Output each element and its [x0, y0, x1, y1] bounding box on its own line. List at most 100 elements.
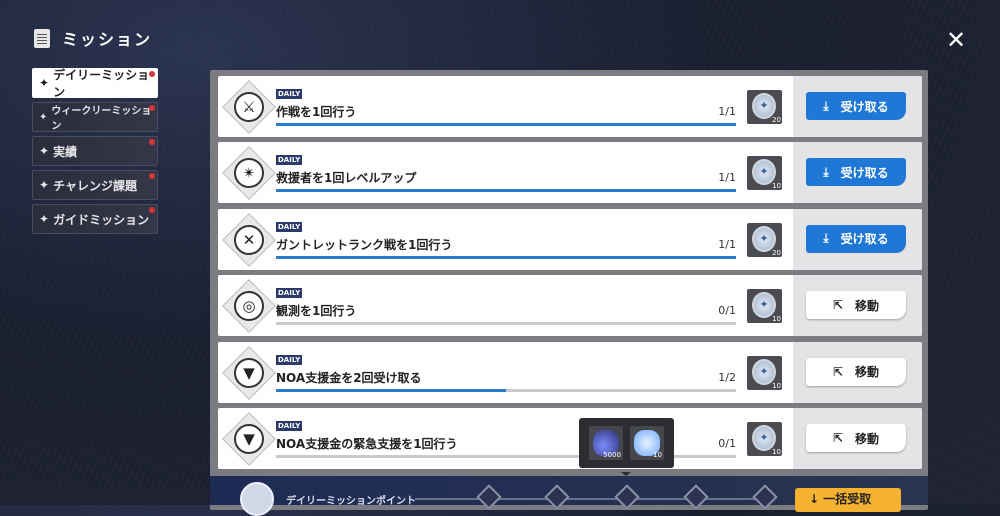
daily-badge: DAILY: [276, 288, 303, 299]
mission-progress-bar: [276, 388, 736, 392]
progress-fill: [276, 388, 506, 392]
download-icon: ⤓: [823, 164, 829, 179]
claim-button[interactable]: ⤓ 受け取る: [806, 224, 906, 253]
progress-fill: [276, 255, 736, 259]
reward-item[interactable]: ✦ 10: [747, 156, 782, 191]
close-button[interactable]: ✕: [946, 26, 967, 54]
download-icon: ⤓: [823, 98, 829, 113]
mission-list-icon: [34, 28, 50, 48]
daily-badge: DAILY: [276, 221, 303, 232]
mission-progress-text: 1/1: [718, 237, 736, 251]
button-label: 受け取る: [840, 99, 889, 114]
daily-badge: DAILY: [276, 89, 303, 99]
reward-item[interactable]: ✦ 10: [747, 422, 782, 456]
sidebar-item[interactable]: ✦ ガイドミッション: [32, 204, 158, 234]
mission-row: ⚔ DAILY 作戦を1回行う 1/1 ✦ 20 ⤓ 受け取る: [218, 76, 922, 137]
sidebar-item[interactable]: ✦ デイリーミッション: [32, 68, 158, 99]
button-label: 受け取る: [840, 232, 889, 247]
claim-button[interactable]: ⤓ 受け取る: [806, 92, 906, 120]
mission-progress-bar: [276, 255, 736, 259]
sparkle-icon: ✦: [39, 76, 50, 90]
sidebar-item[interactable]: ✦ ウィークリーミッション: [32, 102, 158, 132]
mission-row: ◎ DAILY 観測を1回行う 0/1 ✦ 10 ⇱ 移動: [218, 275, 922, 337]
button-label: 移動: [855, 365, 880, 380]
sidebar-item-label: 実績: [53, 144, 78, 159]
mission-progress-text: 1/1: [718, 171, 736, 185]
tooltip-qty: 10: [653, 451, 662, 459]
sidebar-item[interactable]: ✦ 実績: [32, 136, 158, 166]
crossed-axes-icon: ⚔: [234, 92, 264, 122]
points-coin-icon: [240, 482, 274, 516]
reward-item[interactable]: ✦ 10: [747, 289, 782, 324]
action-area: ⇱ 移動: [793, 275, 922, 337]
sparkle-icon: ✦: [39, 111, 48, 123]
points-track: [415, 498, 775, 500]
mission-progress-bar: [276, 322, 736, 326]
triangle-emblem-icon: ▼: [234, 357, 264, 388]
reward-item[interactable]: ✦ 20: [747, 222, 782, 257]
mission-progress-bar: [276, 123, 736, 126]
notification-dot: [149, 105, 155, 111]
mission-coin-icon: ✦: [752, 93, 776, 119]
claim-all-button[interactable]: ↓ 一括受取: [795, 488, 901, 512]
mission-progress-text: 0/1: [718, 304, 736, 318]
progress-fill: [276, 123, 736, 126]
go-button[interactable]: ⇱ 移動: [806, 291, 906, 320]
mission-row: ▼ DAILY NOA支援金の緊急支援を1回行う 0/1 ✦ 10 ⇱ 移動: [218, 408, 922, 469]
go-button[interactable]: ⇱ 移動: [806, 424, 906, 452]
mission-progress-text: 0/1: [718, 437, 736, 450]
progress-fill: [276, 189, 736, 193]
sparkle-icon: ✦: [39, 144, 50, 158]
notification-dot: [149, 71, 155, 77]
mission-coin-icon: ✦: [752, 292, 776, 319]
points-label: デイリーミッションポイント: [286, 496, 416, 507]
mission-row: ✕ DAILY ガントレットランク戦を1回行う 1/1 ✦ 20 ⤓ 受け取る: [218, 208, 922, 270]
mission-title: NOA支援金を2回受け取る: [276, 370, 422, 385]
action-area: ⤓ 受け取る: [793, 142, 922, 204]
reward-qty: 10: [772, 381, 781, 390]
action-area: ⇱ 移動: [793, 341, 922, 403]
reward-tooltip: 5000 10: [579, 418, 674, 476]
notification-dot: [149, 139, 155, 145]
sparkle-icon: ✦: [39, 178, 50, 192]
mission-title: 観測を1回行う: [276, 304, 357, 319]
button-label: 移動: [855, 431, 880, 446]
mission-progress-bar: [276, 455, 736, 458]
mission-title: ガントレットランク戦を1回行う: [276, 237, 453, 252]
reward-qty: 10: [772, 448, 781, 456]
sidebar: ✦ デイリーミッション ✦ ウィークリーミッション ✦ 実績 ✦ チャレンジ課題 ✦ ガイドミッシ…: [32, 68, 158, 238]
claim-button[interactable]: ⤓ 受け取る: [806, 158, 906, 187]
mission-list: ⚔ DAILY 作戦を1回行う 1/1 ✦ 20 ⤓ 受け取る ✴ DAILY 救…: [210, 70, 928, 510]
tooltip-qty: 5000: [603, 451, 621, 459]
mission-title: NOA支援金の緊急支援を1回行う: [276, 437, 458, 451]
claim-all-label: 一括受取: [823, 492, 872, 506]
observation-icon: ◎: [234, 291, 264, 322]
crystal-icon: [634, 430, 660, 456]
notification-dot: [149, 173, 155, 179]
reward-item[interactable]: ✦ 20: [747, 90, 782, 124]
sidebar-item[interactable]: ✦ チャレンジ課題: [32, 170, 158, 200]
page-title: ミッション: [62, 30, 153, 49]
button-label: 移動: [855, 298, 880, 313]
mission-row: ✴ DAILY 救援者を1回レベルアップ 1/1 ✦ 10 ⤓ 受け取る: [218, 142, 922, 204]
mission-progress-text: 1/2: [718, 370, 736, 384]
reward-item[interactable]: ✦ 10: [747, 355, 782, 390]
mission-row: ▼ DAILY NOA支援金を2回受け取る 1/2 ✦ 10 ⇱ 移動: [218, 341, 922, 403]
reward-qty: 10: [772, 315, 781, 324]
daily-badge: DAILY: [276, 354, 303, 365]
action-area: ⇱ 移動: [793, 408, 922, 469]
go-button[interactable]: ⇱ 移動: [806, 357, 906, 386]
reward-qty: 10: [772, 182, 781, 191]
external-link-icon: ⇱: [832, 298, 844, 313]
reward-qty: 20: [772, 116, 781, 124]
external-link-icon: ⇱: [832, 364, 844, 379]
tooltip-item: 5000: [589, 426, 623, 460]
sparkle-icon: ✦: [39, 212, 50, 226]
mission-progress-bar: [276, 189, 736, 193]
reward-qty: 20: [772, 248, 781, 257]
daily-badge: DAILY: [276, 155, 303, 166]
action-area: ⤓ 受け取る: [793, 208, 922, 270]
compass-star-icon: ✴: [234, 158, 264, 189]
button-label: 受け取る: [840, 165, 889, 180]
sidebar-item-label: ウィークリーミッション: [51, 106, 152, 132]
